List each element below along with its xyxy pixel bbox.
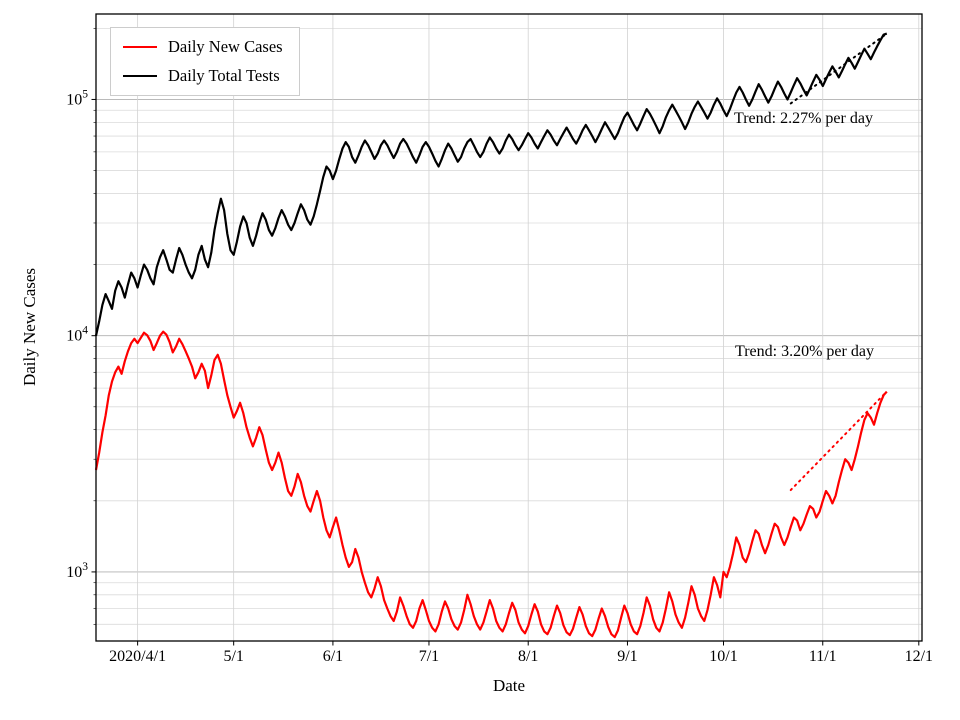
legend-line-sample-red [123, 46, 157, 48]
svg-text:6/1: 6/1 [323, 648, 343, 665]
svg-text:5/1: 5/1 [223, 648, 243, 665]
trend-annotation-cases: Trend: 3.20% per day [735, 343, 874, 360]
svg-text:105: 105 [66, 88, 88, 108]
svg-text:104: 104 [66, 325, 88, 345]
svg-text:10/1: 10/1 [709, 648, 737, 665]
x-axis-label: Date [492, 676, 526, 695]
trend-annotation-tests: Trend: 2.27% per day [734, 110, 873, 127]
svg-text:2020/4/1: 2020/4/1 [109, 648, 166, 665]
svg-text:7/1: 7/1 [419, 648, 439, 665]
legend-label: Daily Total Tests [168, 66, 280, 85]
legend-line-sample-black [123, 75, 157, 77]
legend-item-daily-total-tests: Daily Total Tests [123, 66, 283, 86]
legend-label: Daily New Cases [168, 37, 283, 56]
legend: Daily New Cases Daily Total Tests [110, 27, 300, 96]
svg-text:8/1: 8/1 [518, 648, 538, 665]
y-axis-label: Daily New Cases [20, 267, 39, 387]
svg-text:103: 103 [66, 561, 88, 581]
svg-text:11/1: 11/1 [809, 648, 837, 665]
legend-item-daily-new-cases: Daily New Cases [123, 37, 283, 57]
svg-text:9/1: 9/1 [617, 648, 637, 665]
svg-text:12/1: 12/1 [905, 648, 933, 665]
